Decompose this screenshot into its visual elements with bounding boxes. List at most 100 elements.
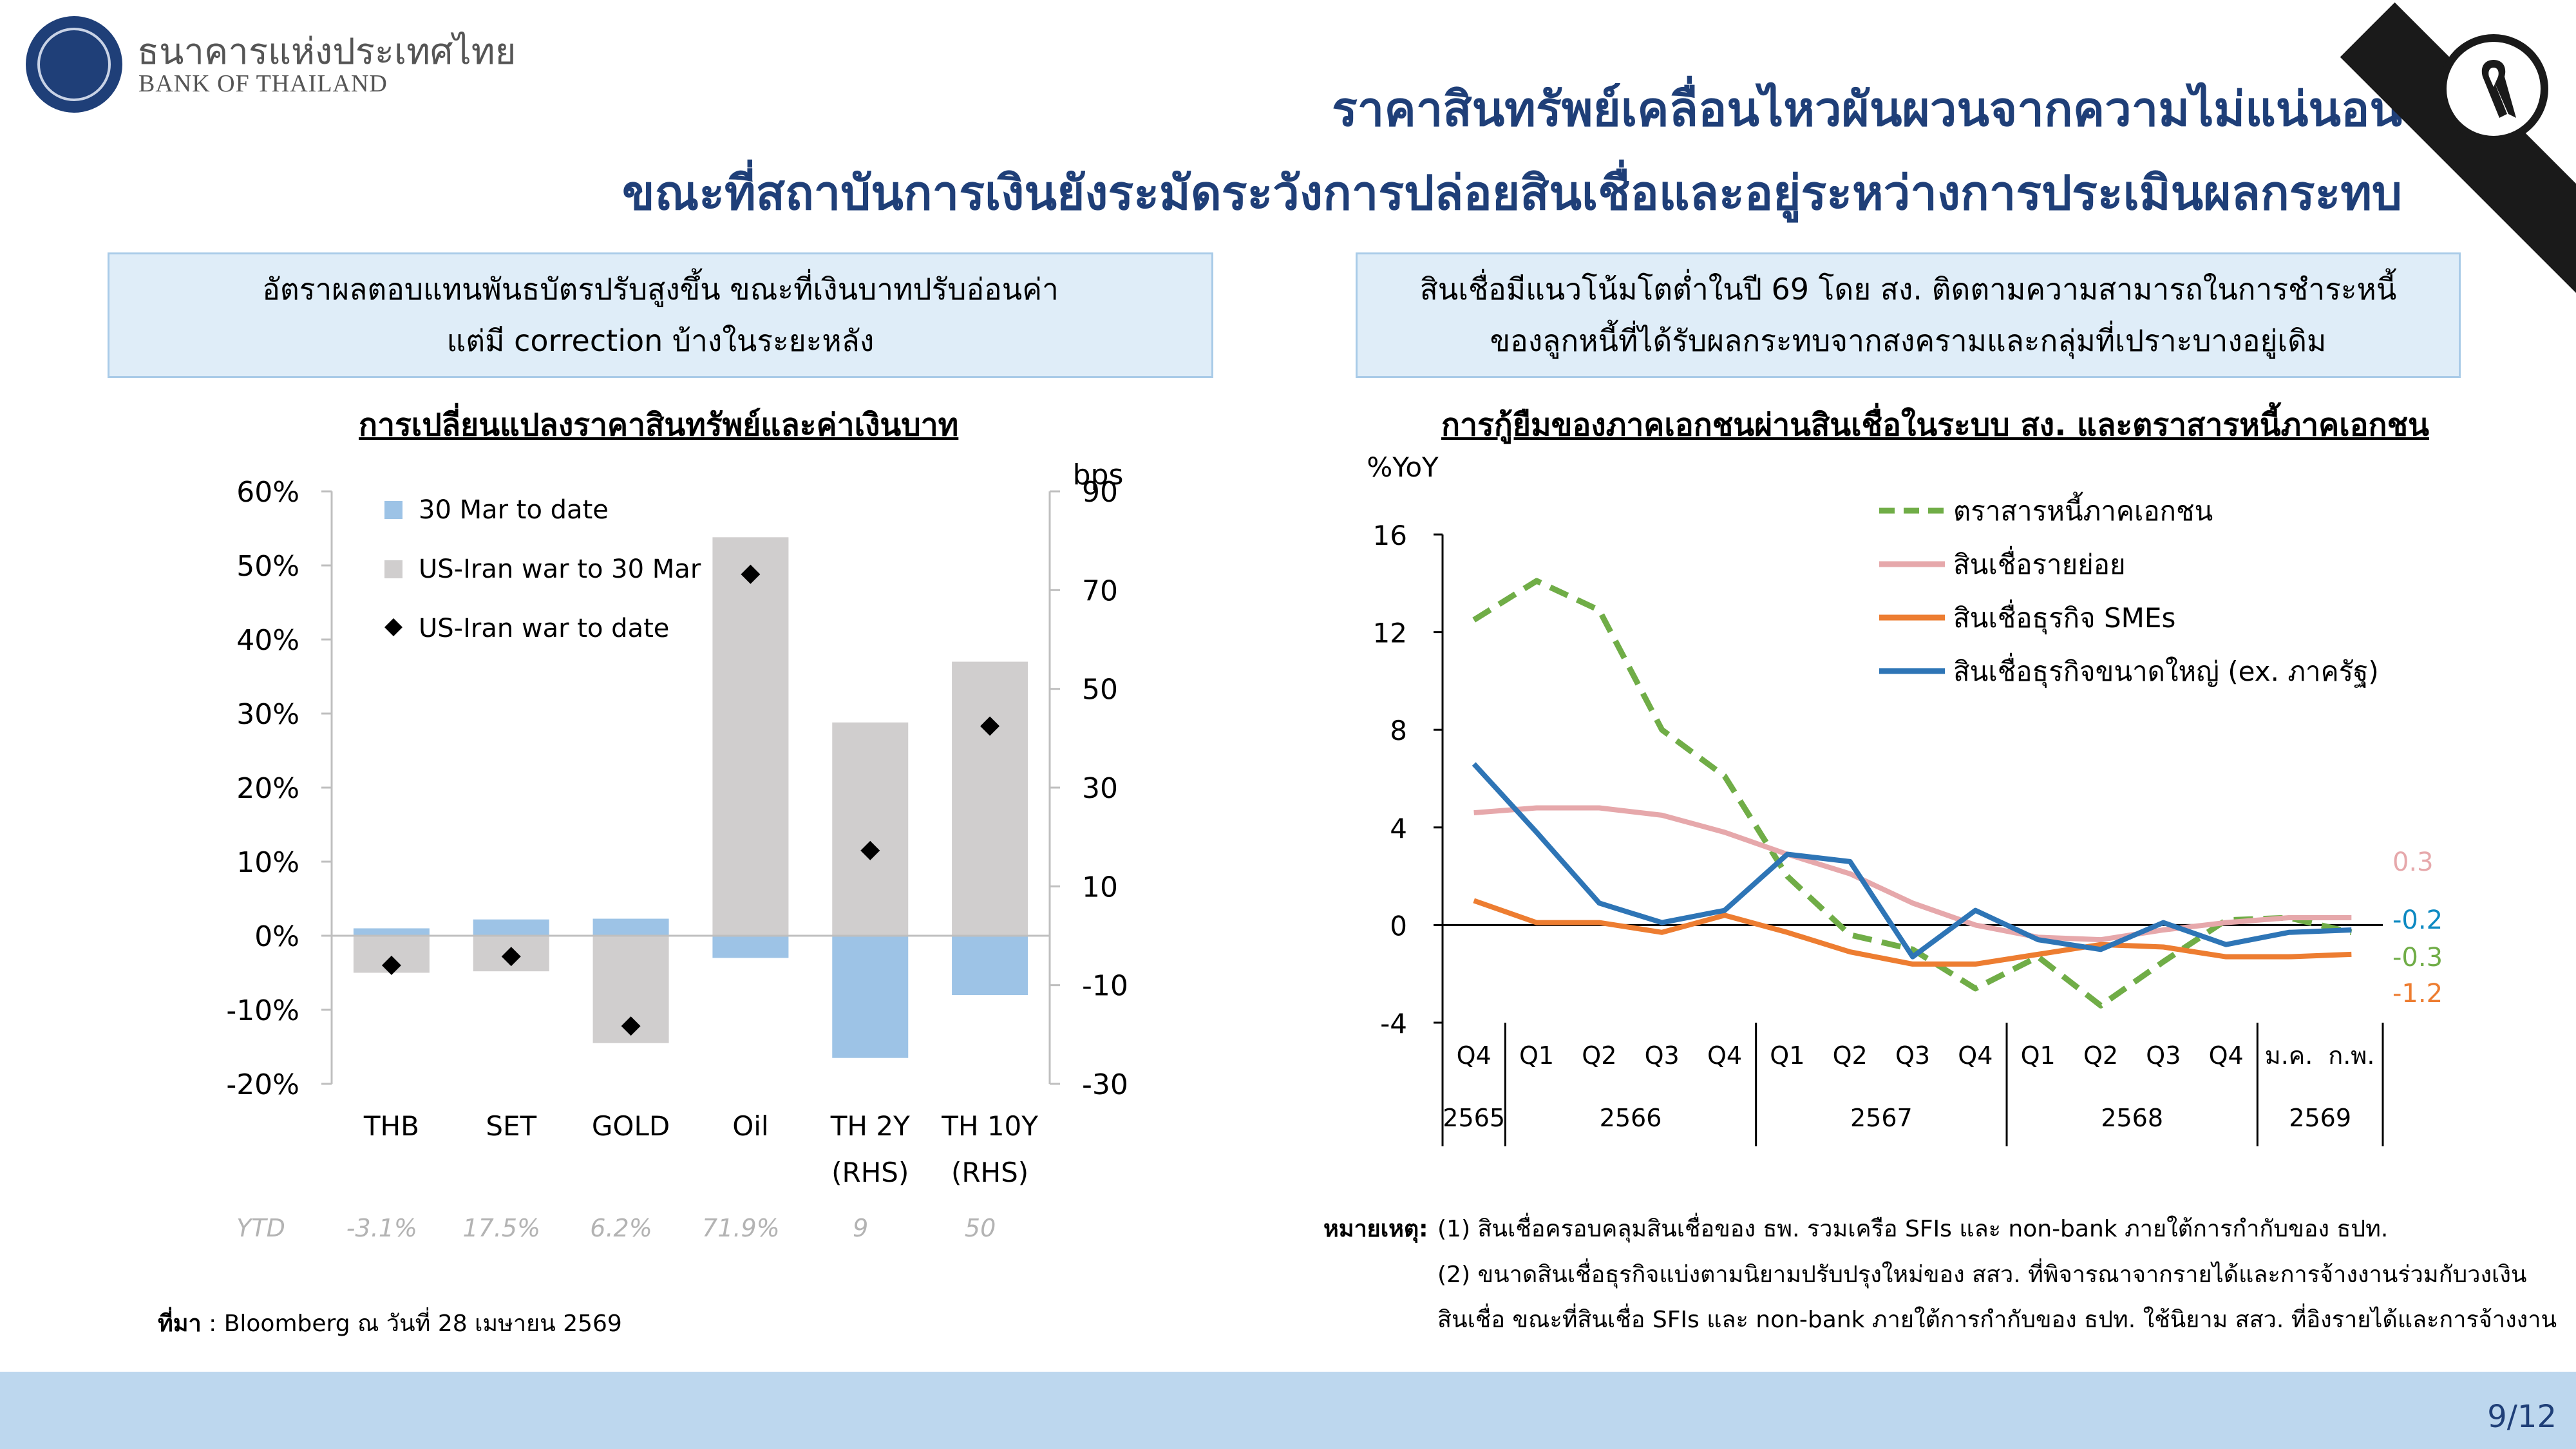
left-tick-label: 50% [236,550,299,583]
series-line [1473,898,2352,967]
year-label: 2566 [1600,1104,1662,1132]
legend-label: US-Iran war to date [419,614,669,643]
legend-label: US-Iran war to 30 Mar [419,554,701,584]
left-chart-title: การเปลี่ยนแปลงราคาสินทรัพย์และค่าเงินบาท [359,407,959,443]
legend-label: สินเชื่อธุรกิจ SMEs [1953,600,2175,635]
legend-swatch [384,560,402,578]
series-line [1472,762,2352,960]
legend-label: สินเชื่อรายย่อย [1953,546,2126,580]
marker-war-to-date [980,716,1000,736]
x-tick-label: Q4 [1707,1041,1742,1070]
left-tick-label: 60% [236,476,299,509]
bar-30mar-to-date [832,936,909,1058]
right-summary-box: สินเชื่อมีแนวโน้มโตต่ำในปี 69 โดย สง. ติ… [1356,252,2461,378]
brand-name-thai: ธนาคารแห่งประเทศไทย [137,31,516,73]
bar-war-to-30mar [952,661,1028,936]
bar-war-to-30mar [712,537,789,936]
legend-swatch [384,501,402,519]
category-label: GOLD [592,1110,670,1142]
x-tick-label: Q3 [1645,1041,1680,1070]
x-tick-label: Q4 [2209,1041,2244,1070]
bar-30mar-to-date [353,928,430,936]
year-label: 2568 [2101,1104,2163,1132]
y-tick-label: 4 [1390,813,1407,844]
x-tick-label: Q2 [1582,1041,1616,1070]
bar-war-to-30mar [832,722,909,936]
source-text: : Bloomberg ณ วันที่ 28 เมษายน 2569 [201,1311,622,1337]
ytd-value: 17.5% [462,1214,540,1242]
left-summary-box: อัตราผลตอบแทนพันธบัตรปรับสูงขึ้น ขณะที่เ… [108,252,1213,378]
end-value-label: -1.2 [2392,979,2443,1009]
marker-war-to-date [860,840,880,860]
ribbon-icon [2481,60,2516,118]
category-label: THB [363,1110,419,1142]
end-value-label: -0.3 [2392,943,2443,972]
x-tick-label: Q4 [1457,1041,1492,1070]
source-label: ที่มา [158,1311,202,1337]
left-tick-label: 20% [236,772,299,805]
marker-war-to-date [501,947,521,967]
category-label: TH 10Y [941,1110,1038,1142]
x-tick-label: Q3 [1895,1041,1930,1070]
right-tick-label: -30 [1082,1068,1128,1101]
x-tick-label: Q1 [2021,1041,2056,1070]
ytd-value: 71.9% [702,1214,780,1242]
y-tick-label: 16 [1373,520,1407,551]
right-chart-title: การกู้ยืมของภาคเอกชนผ่านสินเชื่อในระบบ ส… [1441,407,2429,443]
bar-30mar-to-date [592,918,669,936]
y-tick-label: 12 [1373,618,1407,649]
left-summary-line2: แต่มี correction บ้างในระยะหลัง [446,323,875,358]
marker-war-to-date [741,564,761,584]
ytd-value: 6.2% [590,1214,652,1242]
right-tick-label: 30 [1082,772,1118,805]
ytd-value: 50 [965,1214,996,1242]
left-summary-line1: อัตราผลตอบแทนพันธบัตรปรับสูงขึ้น ขณะที่เ… [262,272,1059,307]
brand-name-english: BANK OF THAILAND [138,70,388,97]
category-sublabel: (RHS) [951,1157,1028,1188]
page-number: 9/12 [2487,1399,2557,1435]
source-note: ที่มา : Bloomberg ณ วันที่ 28 เมษายน 256… [158,1305,622,1341]
category-label: Oil [732,1110,768,1142]
footer-bar [0,1372,2576,1449]
right-axis-unit: bps [1073,459,1124,491]
bar-30mar-to-date [712,936,789,958]
marker-war-to-date [381,956,401,975]
bar-30mar-to-date [952,936,1028,995]
x-tick-label: Q2 [1833,1041,1868,1070]
y-tick-label: -4 [1380,1008,1407,1039]
legend-label: ตราสารหนี้ภาคเอกชน [1953,491,2213,527]
series-line [1472,578,2353,1009]
right-tick-label: 10 [1082,871,1118,904]
category-label: TH 2Y [830,1110,910,1142]
left-tick-label: 0% [254,920,299,953]
year-label: 2565 [1443,1104,1505,1132]
left-tick-label: -10% [226,994,299,1027]
ytd-value: -3.1% [346,1214,417,1242]
note-line1: (1) สินเชื่อครอบคลุมสินเชื่อของ ธพ. รวมเ… [1437,1216,2389,1242]
end-value-label: 0.3 [2392,848,2434,877]
x-tick-label: Q3 [2146,1041,2181,1070]
note-line2: (2) ขนาดสินเชื่อธุรกิจแบ่งตามนิยามปรับปร… [1437,1262,2527,1288]
left-tick-label: -20% [226,1068,299,1101]
left-tick-label: 10% [236,846,299,879]
ytd-label: YTD [236,1214,285,1242]
year-label: 2569 [2289,1104,2351,1132]
right-summary-line1: สินเชื่อมีแนวโน้มโตต่ำในปี 69 โดย สง. ติ… [1419,272,2397,307]
y-tick-label: 8 [1390,715,1407,746]
right-tick-label: 90 [1082,476,1118,509]
note-label: หมายเหตุ: [1323,1216,1428,1242]
series-line [1473,805,2352,943]
legend-label: 30 Mar to date [419,495,609,525]
marker-war-to-date [621,1016,641,1036]
x-tick-label: Q2 [2083,1041,2118,1070]
credit-growth-line-chart: 16 12 8 4 0 -4 %YoY Q4 Q1 Q2 Q3 Q4 Q1 Q2 Q3 Q4 Q1 Q2 Q3 Q4 ม… [1367,451,2443,1146]
page-title-line2: ขณะที่สถาบันการเงินยังระมัดระวังการปล่อย… [622,166,2402,221]
legend-swatch [384,618,402,636]
right-tick-label: 70 [1082,574,1118,607]
left-tick-label: 40% [236,624,299,657]
x-tick-label: Q1 [1519,1041,1554,1070]
y-tick-label: 0 [1390,910,1407,942]
x-tick-label: Q1 [1770,1041,1804,1070]
note-line3: สินเชื่อ ขณะที่สินเชื่อ SFIs และ non-ban… [1437,1307,2557,1333]
bar-30mar-to-date [473,919,549,936]
